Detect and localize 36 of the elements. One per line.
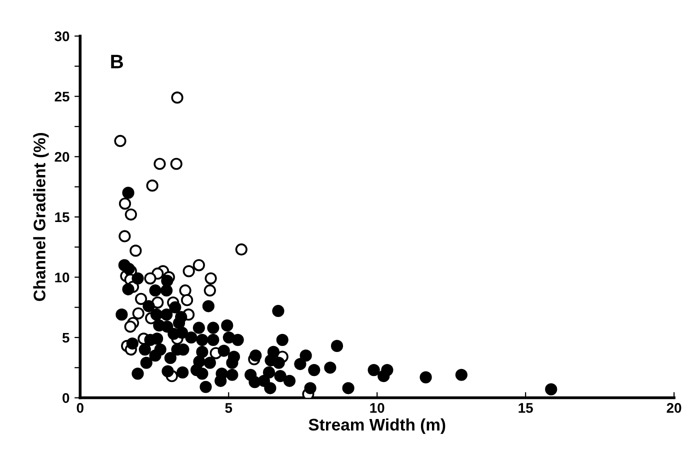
point bbox=[114, 134, 126, 148]
point bbox=[204, 284, 216, 297]
point bbox=[204, 272, 217, 284]
y-tick-label: 20 bbox=[54, 152, 70, 162]
point bbox=[182, 265, 195, 278]
y-tick-label: 0 bbox=[62, 393, 70, 403]
point bbox=[146, 180, 158, 192]
y-tick-label: 5 bbox=[62, 332, 70, 343]
y-tick-label: 25 bbox=[54, 92, 70, 102]
y-tick-label: 10 bbox=[55, 272, 70, 282]
x-tick-label: 10 bbox=[370, 403, 384, 413]
point bbox=[154, 158, 166, 170]
y-axis-title: Channel Gradient (%) bbox=[33, 133, 49, 301]
point bbox=[118, 198, 132, 210]
x-tick-label: 0 bbox=[76, 403, 84, 413]
y-tick-label: 30 bbox=[54, 31, 70, 42]
point bbox=[192, 259, 205, 272]
point bbox=[179, 284, 192, 297]
point bbox=[118, 230, 131, 242]
point bbox=[134, 292, 148, 305]
point bbox=[130, 244, 142, 257]
point bbox=[124, 208, 137, 221]
y-tick-label: 15 bbox=[55, 212, 70, 222]
x-tick-label: 5 bbox=[225, 403, 232, 413]
point bbox=[235, 243, 248, 256]
point bbox=[171, 92, 184, 104]
point bbox=[144, 272, 156, 284]
annotation: B bbox=[111, 54, 123, 68]
point bbox=[124, 320, 136, 333]
x-tick-label: 15 bbox=[518, 403, 533, 413]
point bbox=[132, 307, 144, 320]
point bbox=[170, 158, 182, 170]
x-axis-title: Stream Width (m) bbox=[308, 418, 446, 434]
point bbox=[180, 294, 194, 306]
x-tick-label: 20 bbox=[666, 403, 682, 413]
point bbox=[152, 296, 164, 309]
